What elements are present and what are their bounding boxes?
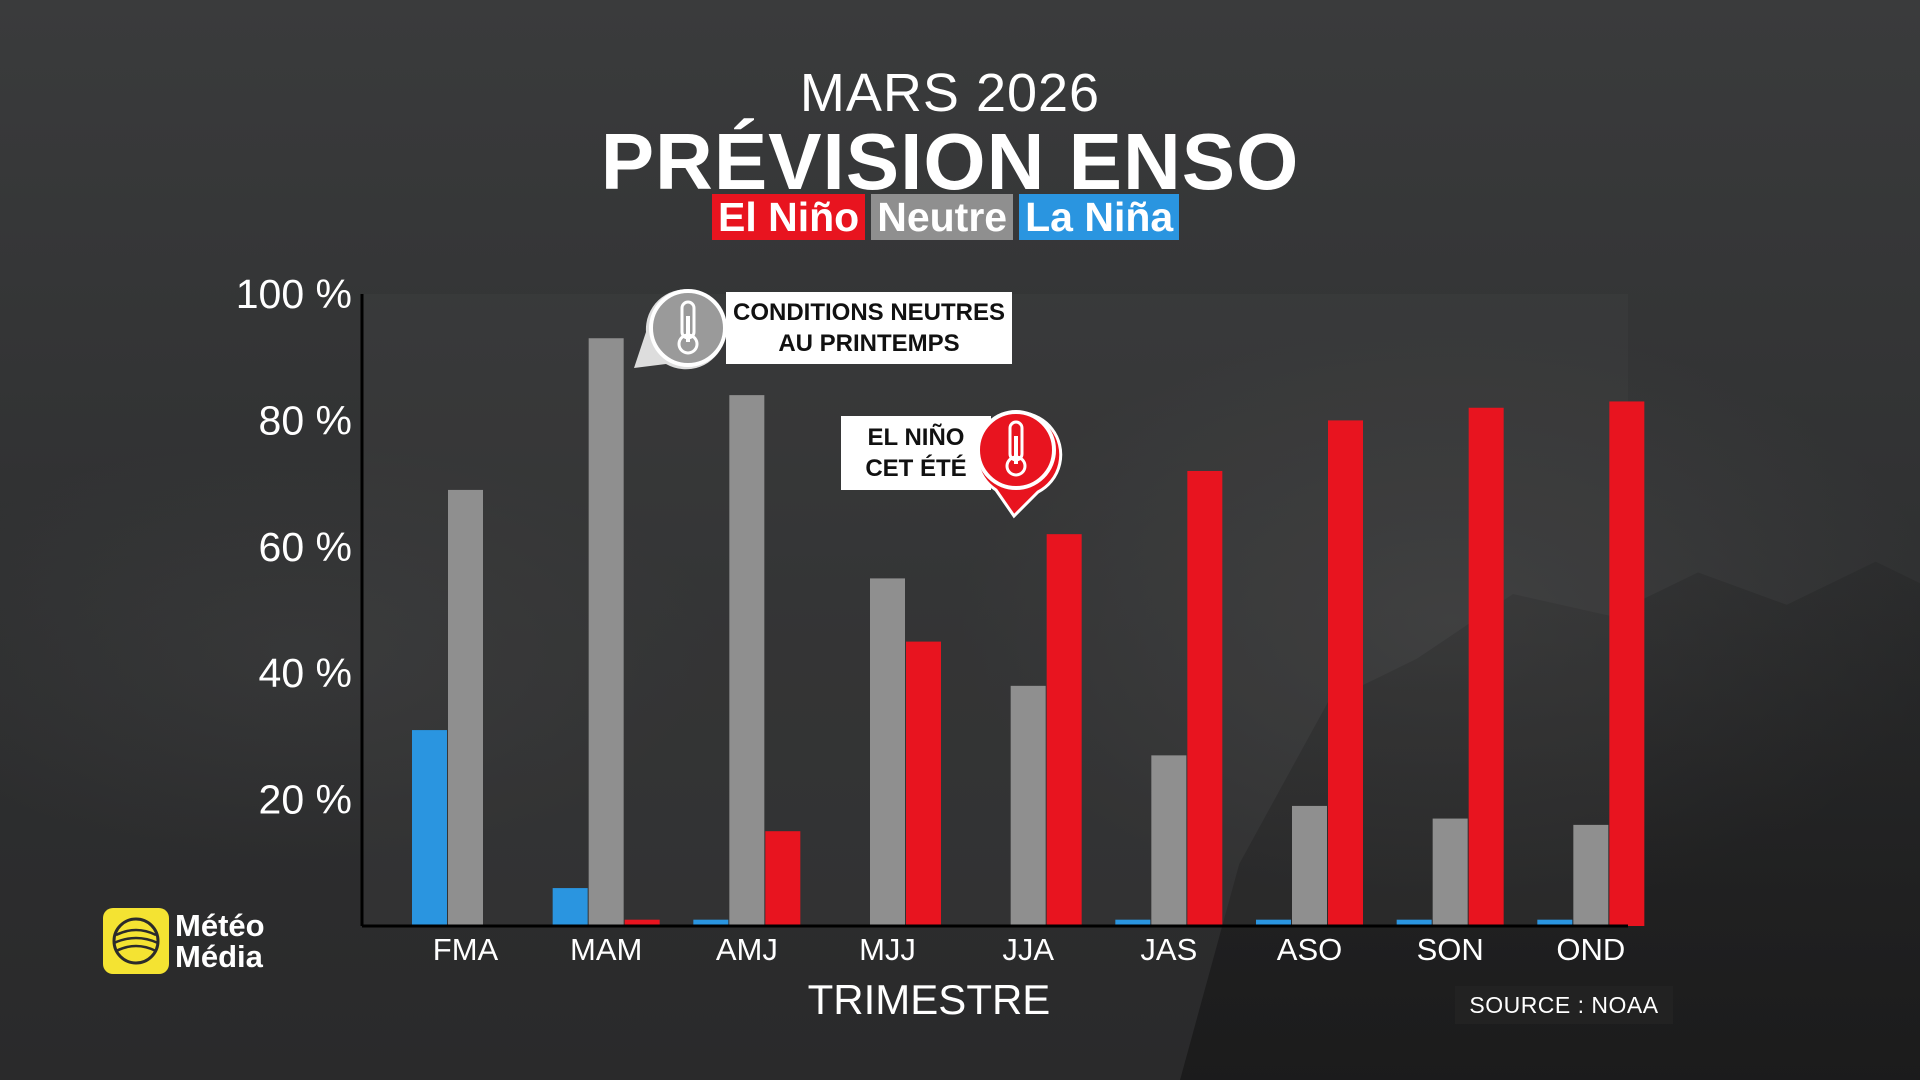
x-tick-label: FMA <box>433 932 499 967</box>
bar-mam-lania <box>552 888 588 926</box>
bar-mjj-neutre <box>870 578 905 926</box>
legend-la-nina: La Niña <box>1019 194 1180 240</box>
x-tick-label: JJA <box>1002 932 1054 967</box>
neutral-callout-line1: CONDITIONS NEUTRES <box>732 299 1005 326</box>
bar-fma-neutre <box>448 489 483 926</box>
y-tick-label: 80 % <box>259 397 352 443</box>
bar-aso-neutre <box>1292 805 1327 926</box>
y-tick-label: 40 % <box>259 650 352 696</box>
bars-layer <box>412 338 1645 926</box>
elnino-callout: EL NIÑO CET ÉTÉ <box>841 416 991 490</box>
bar-ond-neutre <box>1573 824 1609 926</box>
neutral-callout: CONDITIONS NEUTRES AU PRINTEMPS <box>726 292 1012 364</box>
x-tick-label: ASO <box>1277 932 1342 967</box>
header-year: MARS 2026 <box>799 63 1101 123</box>
x-tick-label: JAS <box>1140 932 1197 967</box>
y-tick-label: 20 % <box>259 777 352 823</box>
x-tick-label: MJJ <box>859 932 916 967</box>
bar-jas-elnio <box>1187 470 1223 926</box>
y-tick-label: 100 % <box>236 271 352 317</box>
x-tick-label: AMJ <box>716 932 778 967</box>
x-tick-label: SON <box>1417 932 1484 967</box>
bar-mam-neutre <box>588 338 624 926</box>
elnino-callout-icon-bubble <box>975 410 1063 519</box>
legend-el-nino: El Niño <box>712 194 866 240</box>
chart-panel <box>362 294 1628 926</box>
bar-amj-elnio <box>765 831 801 926</box>
bar-son-elnio <box>1468 407 1504 926</box>
legend: El Niño Neutre La Niña <box>712 194 1180 240</box>
x-axis-title: TRIMESTRE <box>808 976 1051 1023</box>
bar-fma-lania <box>412 730 447 926</box>
neutral-callout-line2: AU PRINTEMPS <box>778 330 960 357</box>
axis-layer: FMA MAM AMJ MJJ JJA JAS ASO SON OND 20 % 40 % 60 % 8… <box>236 271 1628 967</box>
thermometer-icon <box>1005 420 1027 477</box>
bar-jja-elnio <box>1046 534 1082 926</box>
thermometer-icon <box>677 300 699 355</box>
bar-mam-elnio <box>624 919 660 926</box>
bar-son-lania <box>1396 919 1432 926</box>
legend-neutre: Neutre <box>871 194 1014 240</box>
elnino-callout-line2: CET ÉTÉ <box>865 455 967 482</box>
bar-ond-elnio <box>1609 401 1645 926</box>
bar-aso-elnio <box>1328 420 1363 926</box>
bar-son-neutre <box>1432 818 1468 926</box>
neutral-callout-icon-bubble <box>634 289 727 370</box>
x-tick-label: MAM <box>570 932 642 967</box>
logo-line1: Météo <box>175 908 265 943</box>
bar-mjj-elnio <box>906 641 941 926</box>
page-title: PRÉVISION ENSO <box>600 117 1300 206</box>
bar-jas-lania <box>1115 919 1151 926</box>
logo-line2: Média <box>175 939 263 974</box>
x-tick-label: OND <box>1556 932 1625 967</box>
source-label: SOURCE : NOAA <box>1455 986 1673 1024</box>
elnino-callout-line1: EL NIÑO <box>867 424 965 451</box>
bar-aso-lania <box>1256 919 1291 926</box>
bar-amj-neutre <box>729 395 765 926</box>
bar-jas-neutre <box>1151 755 1187 926</box>
bar-ond-lania <box>1537 919 1573 926</box>
bar-amj-lania <box>693 919 729 926</box>
logo-globe-icon <box>103 908 169 974</box>
y-tick-label: 60 % <box>259 524 352 570</box>
meteo-media-logo: Météo Média <box>103 908 265 974</box>
bar-jja-neutre <box>1010 685 1046 926</box>
